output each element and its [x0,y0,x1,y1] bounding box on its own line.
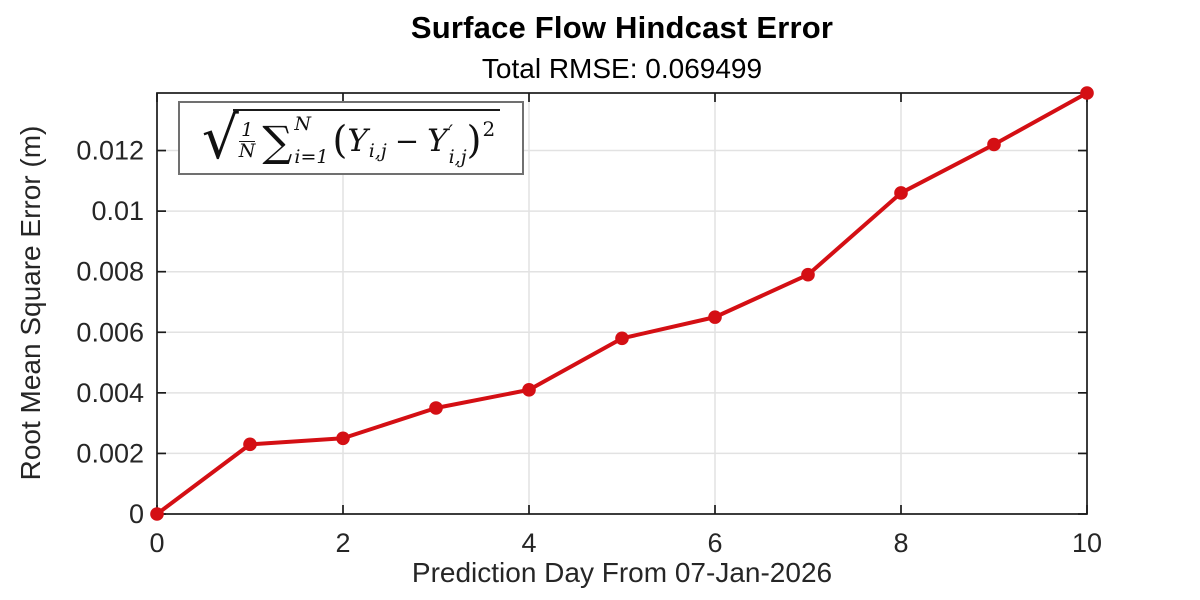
formula-radicand: 1 N ∑ N i=1 ( Y i,j − Y ′ i,j ) 2 [232,109,501,167]
data-point-marker [150,507,164,521]
data-point-marker [336,431,350,446]
summation-limits: N i=1 [294,115,328,167]
y-tick-label: 0.002 [76,438,144,468]
data-point-marker [894,186,908,200]
y-tick-label: 0.012 [76,136,144,166]
data-point-marker [708,310,722,324]
data-point-marker [243,437,257,452]
data-point-marker [801,267,815,282]
subscript-ij: i,j [368,140,387,162]
variable-y: Y [347,123,368,159]
prime-mark: ′ [448,121,453,143]
fraction-one-over-n: 1 N [238,118,256,162]
close-paren: ) [466,118,482,162]
formula-sqrt-expression: √ 1 N ∑ N i=1 ( Y i,j − Y ′ i,j [201,104,501,172]
plot-border [156,92,1088,515]
summation-lower-limit: i=1 [294,146,329,168]
exponent-squared: 2 [482,117,496,141]
data-point-marker [429,401,443,415]
data-point-marker [987,137,1001,152]
rmse-formula-annotation: √ 1 N ∑ N i=1 ( Y i,j − Y ′ i,j [178,101,524,175]
prime-and-subscript: ′ i,j [449,123,467,167]
fraction-denominator: N [238,139,256,162]
subscript-ij-2: i,j [448,146,467,168]
fraction-numerator: 1 [239,118,256,142]
y-tick-label: 0.008 [76,257,144,287]
y-tick-label: 0.006 [76,317,144,347]
data-point-marker [522,383,536,397]
variable-y-prime: Y [427,123,448,159]
sqrt-radical-symbol: √ [201,104,239,172]
x-tick-label: 10 [1072,528,1102,558]
y-tick-label: 0.01 [91,196,144,226]
x-tick-label: 6 [707,528,722,558]
x-tick-label: 2 [335,528,350,558]
x-tick-label: 0 [149,528,164,558]
y-tick-label: 0.004 [76,378,144,408]
y-tick-label: 0 [129,499,144,529]
y-axis-label: Root Mean Square Error (m) [15,125,46,481]
minus-sign: − [394,124,420,158]
data-point-marker [1080,86,1094,100]
x-axis-label: Prediction Day From 07-Jan-2026 [411,557,833,588]
x-tick-label: 8 [893,528,908,558]
figure-title: Surface Flow Hindcast Error [410,10,834,45]
data-point-marker [615,331,629,346]
summation-upper-limit: N [294,113,312,135]
x-tick-label: 4 [521,528,536,558]
figure-subtitle: Total RMSE: 0.069499 [481,53,763,84]
open-paren: ( [332,118,348,162]
summation-symbol: ∑ [262,117,293,166]
